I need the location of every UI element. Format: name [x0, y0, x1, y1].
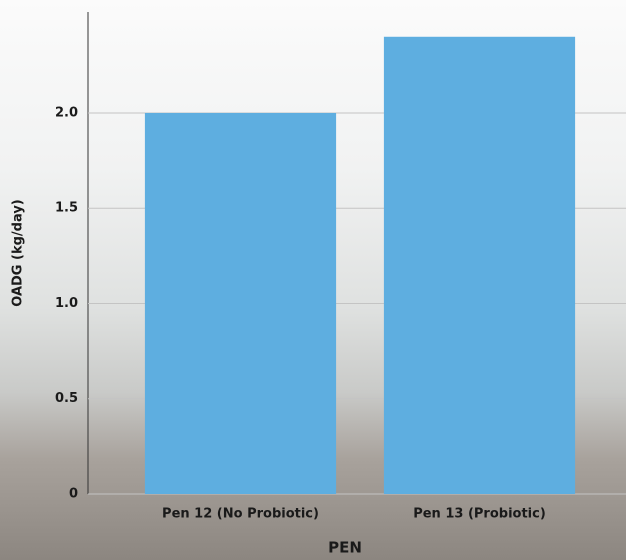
y-axis-label: OADG (kg/day)	[11, 199, 26, 307]
bar	[383, 36, 576, 495]
x-tick-label: Pen 12 (No Probiotic)	[162, 507, 319, 522]
x-axis-label: PEN	[328, 539, 362, 557]
y-tick-label: 0	[69, 487, 78, 502]
y-tick-label: 2.0	[55, 105, 78, 120]
y-tick-label: 1.5	[55, 201, 78, 216]
bar	[144, 112, 337, 495]
y-tick-label: 0.5	[55, 391, 78, 406]
y-tick-label: 1.0	[55, 296, 78, 311]
x-tick-label: Pen 13 (Probiotic)	[413, 507, 546, 522]
